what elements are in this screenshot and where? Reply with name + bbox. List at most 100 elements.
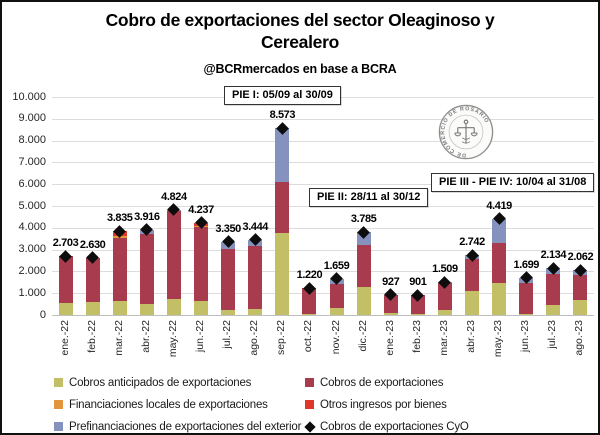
bar-segment	[112, 237, 127, 301]
bar-segment	[139, 304, 154, 315]
x-axis-tick-label: nov.-22	[329, 320, 342, 355]
bar-segment	[410, 314, 425, 316]
bar-segment	[221, 248, 236, 310]
x-axis-tick-label: ene.-23	[383, 320, 396, 356]
legend-diamond-icon	[304, 420, 316, 433]
gridline	[52, 249, 594, 251]
y-axis-tick-label: 1.000	[18, 286, 46, 299]
x-axis-tick-label: ago.-22	[248, 320, 261, 356]
bar-segment	[465, 291, 480, 315]
legend-item: Cobros de exportaciones CyO	[304, 419, 469, 433]
y-axis-tick-label: 5.000	[18, 199, 46, 212]
total-data-label: 1.509	[432, 263, 458, 276]
bar-segment	[546, 305, 561, 315]
bar-segment	[248, 309, 263, 315]
bar-segment	[275, 128, 290, 182]
bar-segment	[166, 210, 181, 300]
legend-label: Cobros de exportaciones	[320, 376, 444, 389]
bar-segment	[465, 258, 480, 291]
y-axis-tick-label: 6.000	[18, 177, 46, 190]
total-data-label: 901	[409, 276, 427, 289]
legend-column-2: Cobros de exportaciones Otros ingresos po…	[304, 375, 469, 433]
legend-label: Cobros anticipados de exportaciones	[69, 376, 252, 389]
legend-item: Cobros de exportaciones	[305, 375, 469, 390]
total-data-label: 1.699	[513, 258, 540, 271]
total-data-label: 2.742	[459, 236, 485, 249]
bar-segment	[329, 308, 344, 315]
annotation-pie-3: PIE III - PIE IV: 10/04 al 31/08	[431, 173, 595, 192]
bar-segment	[221, 309, 236, 315]
x-axis-tick-label: jul.-23	[546, 320, 559, 349]
legend-swatch-icon	[54, 422, 63, 431]
legend-item: Financiaciones locales de exportaciones	[54, 397, 301, 412]
x-axis-tick-label: mar.-22	[112, 320, 125, 356]
gridline	[52, 140, 594, 142]
gridline	[52, 184, 594, 186]
y-axis-tick-label: 10.000	[12, 90, 46, 103]
x-axis-tick-label: jul.-22	[221, 320, 234, 349]
bar-segment	[194, 227, 209, 302]
bar-segment	[85, 257, 100, 302]
bar-segment	[410, 295, 425, 315]
bar-segment	[573, 299, 588, 315]
total-data-label: 927	[382, 275, 400, 288]
annotation-pie-1: PIE I: 05/09 al 30/09	[224, 86, 341, 105]
bar-segment	[112, 300, 127, 315]
total-data-label: 1.220	[296, 269, 323, 282]
x-axis-tick-label: abr.-23	[465, 320, 478, 353]
bar-segment	[139, 234, 154, 305]
legend-swatch-icon	[305, 378, 314, 387]
y-axis-tick-label: 0	[39, 308, 46, 321]
total-data-label: 1.659	[323, 259, 350, 272]
gridline	[52, 315, 594, 316]
x-axis-tick-label: oct.-22	[302, 320, 315, 353]
bar-segment	[275, 233, 290, 315]
total-data-label: 4.237	[188, 203, 214, 216]
bar-segment	[519, 282, 534, 314]
legend-swatch-icon	[54, 400, 63, 409]
y-axis-tick-label: 8.000	[18, 134, 46, 147]
chart-title: Cobro de exportaciones del sector Oleagi…	[32, 9, 568, 54]
total-data-label: 3.785	[350, 213, 377, 226]
bar-segment	[519, 313, 534, 315]
x-axis-tick-label: may.-23	[492, 320, 505, 358]
total-data-label: 2.630	[79, 238, 106, 251]
y-axis-tick-label: 9.000	[18, 112, 46, 125]
bar-segment	[248, 246, 263, 310]
bar-segment	[356, 286, 371, 315]
x-axis-tick-label: jun.-23	[519, 320, 532, 353]
bar-segment	[85, 301, 100, 315]
y-axis-tick-label: 3.000	[18, 243, 46, 256]
bcr-seal-icon: BOLSA DE COMERCIO DE ROSARIO	[437, 103, 494, 160]
legend-column-1: Cobros anticipados de exportaciones Finan…	[54, 375, 301, 433]
bar-segment	[166, 299, 181, 315]
x-axis-tick-label: mar.-23	[437, 320, 450, 356]
x-axis-tick-label: dic.-22	[356, 320, 369, 352]
chart-title-line2: Cerealero	[260, 32, 340, 53]
legend-label: Otros ingresos por bienes	[320, 398, 447, 411]
legend-item: Prefinanciaciones de exportaciones del e…	[54, 419, 301, 433]
gridline	[52, 227, 594, 229]
chart-title-line1: Cobro de exportaciones del sector Oleagi…	[105, 10, 495, 30]
bar-segment	[58, 303, 73, 315]
bar-segment	[58, 256, 73, 303]
x-axis-tick-label: may.-22	[166, 320, 179, 358]
legend-item: Cobros anticipados de exportaciones	[54, 375, 301, 390]
bar-segment	[302, 288, 317, 314]
bar-segment	[492, 283, 507, 315]
x-axis-tick-label: jun.-22	[194, 320, 207, 353]
legend-label: Financiaciones locales de exportaciones	[69, 398, 268, 411]
x-axis-tick-label: ago.-23	[573, 320, 586, 356]
total-data-label: 3.444	[242, 220, 269, 233]
bar-segment	[383, 294, 398, 314]
gridline	[52, 118, 594, 120]
bar-segment	[546, 273, 561, 306]
bar-segment	[302, 313, 317, 315]
bar-segment	[437, 283, 452, 311]
y-axis-tick-label: 2.000	[18, 264, 46, 277]
annotation-pie-2: PIE II: 28/11 al 30/12	[309, 188, 429, 207]
bar-segment	[573, 275, 588, 300]
total-data-label: 4.419	[486, 199, 512, 212]
legend-swatch-icon	[54, 378, 63, 387]
